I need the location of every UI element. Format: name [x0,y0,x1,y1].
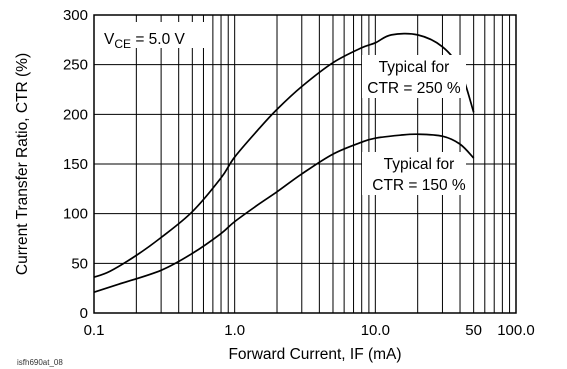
annotation-150-bg [362,152,466,195]
tick-labels: 0 50 100 150 200 250 300 0.1 1.0 10.0 50 100.0 [63,7,535,339]
plot-frame [93,14,517,314]
y-tick-label: 0 [80,305,88,322]
condition-label-bg [101,22,211,48]
y-tick-label: 100 [63,206,88,223]
y-tick-label: 300 [63,7,88,24]
series-group [93,32,475,293]
x-axis-label: Forward Current, IF (mA) [228,346,401,363]
y-tick-label: 150 [63,156,88,173]
annotation-150-line1: Typical for [384,156,455,173]
annotation-250-line2: CTR = 250 % [367,80,461,97]
y-tick-label: 200 [63,106,88,123]
x-tick-label: 0.1 [84,322,105,339]
series-line-ctr-150 [93,133,475,293]
x-tick-label: 50 [465,322,482,339]
y-axis-label: Current Transfer Ratio, CTR (%) [14,53,31,275]
x-tick-label: 1.0 [224,322,245,339]
x-tick-label: 100.0 [497,322,535,339]
x-tick-label: 10.0 [361,322,390,339]
y-tick-label: 50 [71,255,88,272]
condition-subscript: CE [114,37,131,51]
figure-id: isfh690at_08 [17,358,63,367]
series-line-ctr-250 [93,32,475,279]
annotation-250-line1: Typical for [379,59,450,76]
condition-rest: = 5.0 V [131,31,186,48]
condition-label: VCE = 5.0 V [104,31,186,51]
y-tick-label: 250 [63,57,88,74]
annotation-150-line2: CTR = 150 % [372,177,466,194]
annotation-250-bg [362,55,466,98]
condition-main: V [104,31,115,48]
